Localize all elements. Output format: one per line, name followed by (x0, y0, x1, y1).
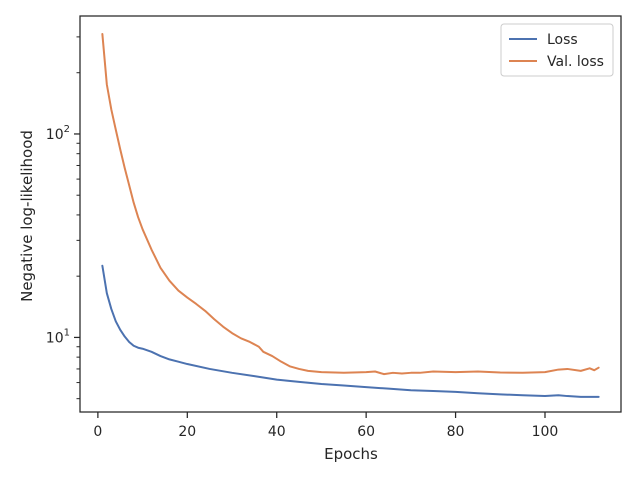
y-axis-label: Negative log-likelihood (18, 130, 36, 302)
legend: Loss Val. loss (500, 23, 614, 77)
x-tick-label: 80 (447, 424, 465, 440)
x-tick-label: 0 (93, 424, 102, 440)
y-tick-label: 101 (46, 327, 70, 346)
legend-label: Loss (547, 32, 578, 48)
plot-area (80, 16, 621, 412)
x-tick-label: 100 (532, 424, 559, 440)
series-layer (101, 32, 600, 398)
legend-label: Val. loss (547, 54, 604, 70)
x-tick-label: 60 (357, 424, 375, 440)
x-tick-label: 40 (268, 424, 286, 440)
legend-box (500, 23, 614, 77)
series-line-loss (101, 264, 600, 398)
axes: 0 20 40 60 80 100 101 102 (46, 15, 622, 440)
x-tick-label: 20 (178, 424, 196, 440)
series-line-val-loss (101, 32, 600, 376)
plot-background (80, 16, 621, 412)
x-axis-label: Epochs (324, 445, 378, 463)
y-tick-label: 102 (46, 124, 70, 143)
axes-frame (79, 15, 622, 413)
